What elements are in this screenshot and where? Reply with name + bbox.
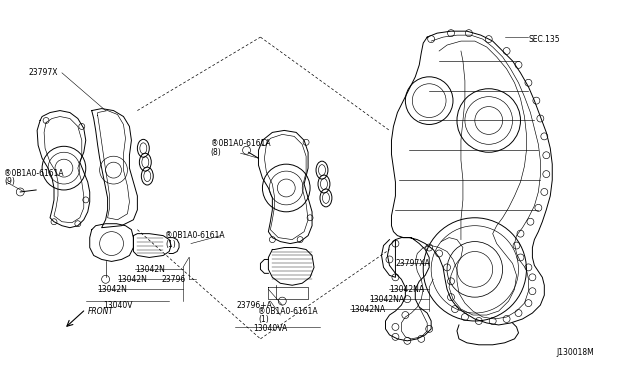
- Text: J130018M: J130018M: [556, 348, 594, 357]
- Text: ®0B1A0-6161A: ®0B1A0-6161A: [211, 139, 271, 148]
- Text: SEC.135: SEC.135: [529, 35, 560, 44]
- Text: 23796+A: 23796+A: [237, 301, 273, 310]
- Text: (1): (1): [259, 315, 269, 324]
- Text: 13040V: 13040V: [103, 301, 132, 310]
- Text: 13042NA: 13042NA: [350, 305, 385, 314]
- Text: 13042NA: 13042NA: [390, 285, 424, 294]
- Text: 13042N: 13042N: [136, 265, 165, 274]
- Text: 13042N: 13042N: [118, 275, 147, 284]
- Text: 23797XA: 23797XA: [396, 259, 430, 268]
- Text: (9): (9): [4, 177, 15, 186]
- Text: FRONT: FRONT: [88, 307, 114, 316]
- Text: 13042N: 13042N: [98, 285, 127, 294]
- Text: ®0B1A0-6161A: ®0B1A0-6161A: [165, 231, 225, 240]
- Text: ®0B1A0-6161A: ®0B1A0-6161A: [4, 169, 64, 178]
- Text: (8): (8): [211, 148, 221, 157]
- Text: 23797X: 23797X: [28, 68, 58, 77]
- Text: 13042NA: 13042NA: [370, 295, 404, 304]
- Text: 13040VA: 13040VA: [253, 324, 287, 333]
- Text: (1): (1): [165, 240, 176, 248]
- Text: ®0B1A0-6161A: ®0B1A0-6161A: [259, 307, 318, 315]
- Text: 23796: 23796: [161, 275, 186, 284]
